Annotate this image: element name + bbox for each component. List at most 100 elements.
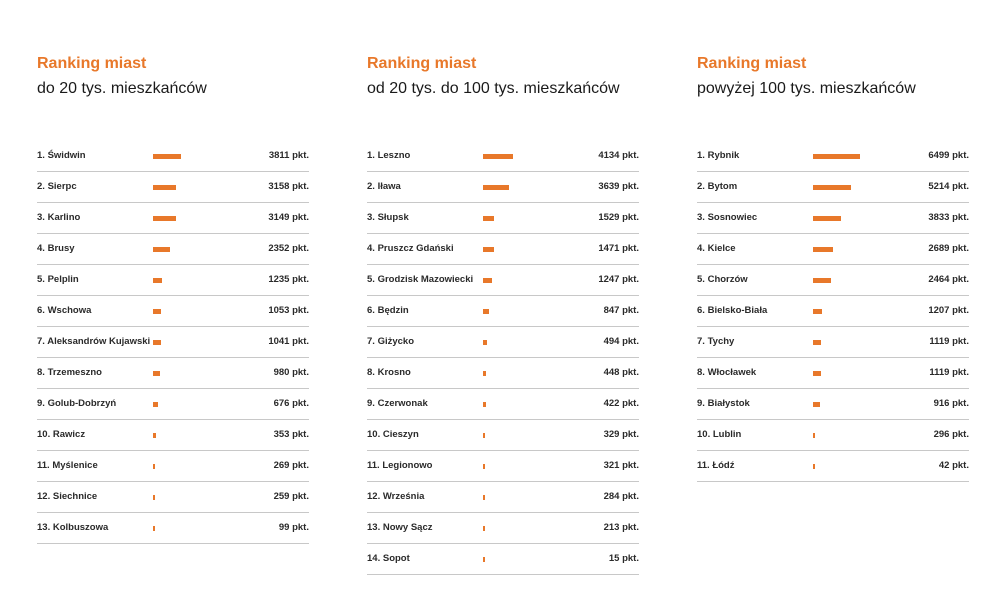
city-name: Cieszyn xyxy=(382,429,419,440)
panel-subtitle: powyżej 100 tys. mieszkańców xyxy=(697,80,916,97)
city-name: Trzemeszno xyxy=(47,367,102,378)
rank-number: 11. xyxy=(367,460,380,471)
ranking-row: 9. Czerwonak 422 pkt. xyxy=(367,389,639,420)
city-name: Łódź xyxy=(712,460,735,471)
city-label: 7. Giżycko xyxy=(367,327,414,357)
city-label: 10. Rawicz xyxy=(37,420,85,450)
score-bar xyxy=(153,340,161,345)
ranking-row: 8. Włocławek 1119 pkt. xyxy=(697,358,969,389)
city-label: 5. Pelplin xyxy=(37,265,79,295)
rank-number: 11. xyxy=(37,460,50,471)
score-value: 329 pkt. xyxy=(603,429,639,440)
city-name: Rawicz xyxy=(52,429,86,440)
rank-number: 10. xyxy=(367,429,381,440)
city-name: Tychy xyxy=(707,336,735,347)
score-value: 676 pkt. xyxy=(273,398,309,409)
ranking-row: 4. Kielce 2689 pkt. xyxy=(697,234,969,265)
city-name: Krosno xyxy=(377,367,411,378)
ranking-panel-medium-towns: Ranking miast od 20 tys. do 100 tys. mie… xyxy=(367,54,639,575)
rank-number: 4. xyxy=(697,243,705,254)
city-name: Kielce xyxy=(707,243,736,254)
score-bar xyxy=(813,402,820,407)
score-bar xyxy=(813,278,831,283)
score-bar xyxy=(153,278,162,283)
score-bar xyxy=(813,371,822,376)
panel-title: Ranking miast xyxy=(367,55,477,72)
rank-number: 2. xyxy=(697,181,705,192)
city-label: 8. Włocławek xyxy=(697,358,756,388)
score-bar xyxy=(153,309,161,314)
city-label: 7. Tychy xyxy=(697,327,734,357)
rank-number: 12. xyxy=(367,491,381,502)
score-value: 494 pkt. xyxy=(603,336,639,347)
ranking-row: 1. Rybnik 6499 pkt. xyxy=(697,141,969,172)
score-value: 3811 pkt. xyxy=(268,150,309,161)
city-name: Sopot xyxy=(382,553,410,564)
city-label: 6. Bielsko-Biała xyxy=(697,296,767,326)
score-bar xyxy=(153,464,155,469)
city-name: Siechnice xyxy=(52,491,98,502)
rank-number: 6. xyxy=(367,305,375,316)
city-label: 11. Legionowo xyxy=(367,451,432,481)
ranking-row: 7. Giżycko 494 pkt. xyxy=(367,327,639,358)
rank-number: 1. xyxy=(367,150,375,161)
ranking-row: 2. Bytom 5214 pkt. xyxy=(697,172,969,203)
city-name: Września xyxy=(382,491,425,502)
score-value: 3639 pkt. xyxy=(598,181,639,192)
score-bar xyxy=(483,495,486,500)
city-label: 5. Grodzisk Mazowiecki xyxy=(367,265,473,295)
city-label: 1. Świdwin xyxy=(37,141,86,171)
ranking-row: 7. Tychy 1119 pkt. xyxy=(697,327,969,358)
ranking-row: 3. Słupsk 1529 pkt. xyxy=(367,203,639,234)
rank-number: 9. xyxy=(697,398,705,409)
score-value: 3833 pkt. xyxy=(928,212,969,223)
score-bar xyxy=(483,185,510,190)
score-value: 213 pkt. xyxy=(603,522,639,533)
score-bar xyxy=(483,526,485,531)
city-label: 4. Brusy xyxy=(37,234,75,264)
city-name: Giżycko xyxy=(377,336,415,347)
city-label: 11. Łódź xyxy=(697,451,735,481)
ranking-rows: 1. Rybnik 6499 pkt. 2. Bytom 5214 pkt. 3. So… xyxy=(697,141,969,482)
city-label: 3. Sosnowiec xyxy=(697,203,757,233)
score-bar xyxy=(813,247,833,252)
ranking-panel-small-towns: Ranking miast do 20 tys. mieszkańców 1. … xyxy=(37,54,309,544)
score-value: 284 pkt. xyxy=(603,491,639,502)
city-name: Iława xyxy=(377,181,401,192)
rank-number: 3. xyxy=(367,212,375,223)
rank-number: 4. xyxy=(367,243,375,254)
city-label: 12. Września xyxy=(367,482,424,512)
ranking-row: 1. Świdwin 3811 pkt. xyxy=(37,141,309,172)
rank-number: 6. xyxy=(697,305,705,316)
score-value: 448 pkt. xyxy=(603,367,639,378)
score-bar xyxy=(153,216,176,221)
rank-number: 5. xyxy=(367,274,375,285)
score-bar xyxy=(483,340,487,345)
rank-number: 3. xyxy=(37,212,45,223)
score-value: 916 pkt. xyxy=(933,398,969,409)
city-name: Rybnik xyxy=(707,150,740,161)
city-label: 4. Pruszcz Gdański xyxy=(367,234,454,264)
city-name: Kolbuszowa xyxy=(52,522,109,533)
city-name: Grodzisk Mazowiecki xyxy=(377,274,474,285)
score-value: 321 pkt. xyxy=(603,460,639,471)
score-bar xyxy=(813,340,822,345)
city-label: 9. Białystok xyxy=(697,389,750,419)
score-value: 2689 pkt. xyxy=(928,243,969,254)
score-bar xyxy=(483,402,487,407)
score-value: 1529 pkt. xyxy=(598,212,639,223)
score-bar xyxy=(483,557,485,562)
ranking-row: 5. Chorzów 2464 pkt. xyxy=(697,265,969,296)
ranking-row: 2. Iława 3639 pkt. xyxy=(367,172,639,203)
rank-number: 12. xyxy=(37,491,51,502)
rank-number: 3. xyxy=(697,212,705,223)
rank-number: 1. xyxy=(697,150,705,161)
city-name: Leszno xyxy=(377,150,411,161)
score-value: 3158 pkt. xyxy=(268,181,309,192)
rank-number: 13. xyxy=(37,522,51,533)
city-label: 4. Kielce xyxy=(697,234,736,264)
score-value: 99 pkt. xyxy=(278,522,309,533)
ranking-row: 10. Cieszyn 329 pkt. xyxy=(367,420,639,451)
ranking-row: 8. Krosno 448 pkt. xyxy=(367,358,639,389)
ranking-row: 11. Łódź 42 pkt. xyxy=(697,451,969,482)
